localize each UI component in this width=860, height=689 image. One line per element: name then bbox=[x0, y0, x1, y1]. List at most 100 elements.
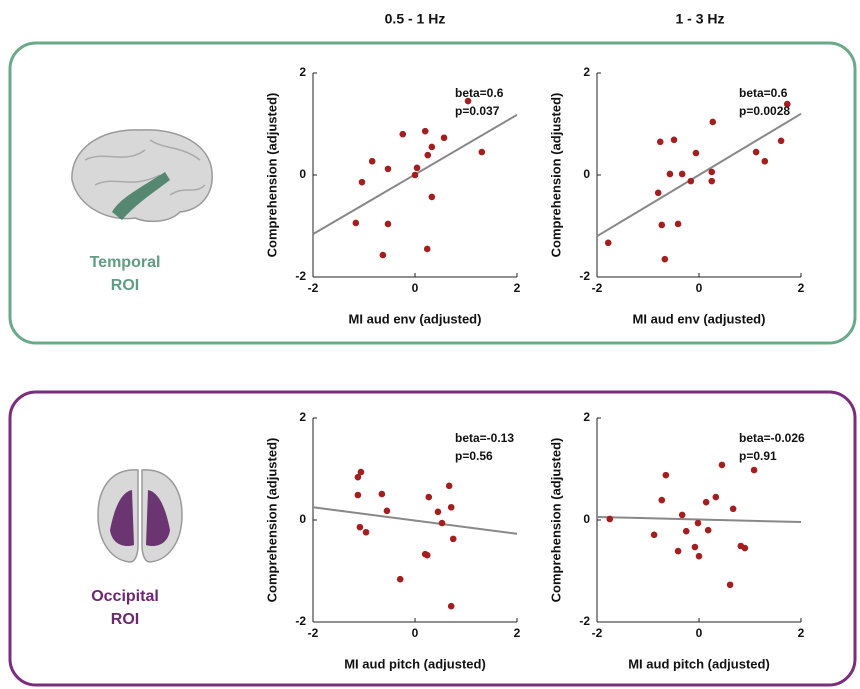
data-point bbox=[352, 219, 360, 227]
data-point bbox=[379, 251, 387, 259]
x-axis-label: MI aud pitch (adjusted) bbox=[628, 656, 770, 671]
data-point bbox=[654, 189, 662, 197]
data-point bbox=[695, 552, 703, 560]
y-axis-label: Comprehension (adjusted) bbox=[548, 438, 563, 603]
data-point bbox=[650, 531, 658, 539]
data-point bbox=[729, 505, 737, 513]
data-point bbox=[662, 471, 670, 479]
fit-line bbox=[596, 112, 802, 238]
data-point bbox=[384, 165, 392, 173]
roi-label: Occipital bbox=[91, 588, 159, 605]
data-point bbox=[421, 550, 429, 558]
occipital-panel bbox=[8, 390, 857, 687]
data-point bbox=[704, 526, 712, 534]
y-tick-label: -2 bbox=[579, 269, 590, 283]
x-tick-label: 2 bbox=[798, 626, 805, 640]
annotation: p=0.037 bbox=[455, 104, 500, 118]
roi-label: Temporal bbox=[90, 254, 161, 271]
y-tick-label: -2 bbox=[295, 614, 306, 628]
occipital-brain bbox=[97, 469, 183, 563]
data-point bbox=[656, 138, 664, 146]
x-tick-label: -2 bbox=[592, 626, 603, 640]
data-point bbox=[712, 493, 720, 501]
data-point bbox=[709, 118, 717, 126]
data-point bbox=[783, 100, 791, 108]
data-point bbox=[424, 151, 432, 159]
data-point bbox=[661, 255, 669, 263]
data-point bbox=[445, 482, 453, 490]
data-point bbox=[478, 148, 486, 156]
y-tick-label: -2 bbox=[295, 269, 306, 283]
data-point bbox=[777, 137, 785, 145]
fit-line bbox=[596, 515, 802, 524]
x-tick-label: 2 bbox=[514, 626, 521, 640]
data-point bbox=[447, 602, 455, 610]
data-point bbox=[425, 493, 433, 501]
column-header: 0.5 - 1 Hz bbox=[385, 11, 446, 27]
data-point bbox=[396, 575, 404, 583]
y-axis-label: Comprehension (adjusted) bbox=[264, 438, 279, 603]
data-point bbox=[761, 157, 769, 165]
data-point bbox=[674, 220, 682, 228]
data-point bbox=[384, 220, 392, 228]
data-point bbox=[428, 143, 436, 151]
x-tick-label: 2 bbox=[514, 281, 521, 295]
y-tick-label: 2 bbox=[583, 410, 590, 424]
x-tick-label: 2 bbox=[798, 281, 805, 295]
data-point bbox=[438, 519, 446, 527]
data-point bbox=[692, 149, 700, 157]
data-point bbox=[750, 466, 758, 474]
data-point bbox=[726, 581, 734, 589]
y-axis-label: Comprehension (adjusted) bbox=[264, 93, 279, 258]
y-tick-label: 0 bbox=[299, 167, 306, 181]
data-point bbox=[741, 544, 749, 552]
data-point bbox=[449, 535, 457, 543]
x-tick-label: 0 bbox=[412, 281, 419, 295]
data-point bbox=[658, 496, 666, 504]
data-point bbox=[421, 127, 429, 135]
data-point bbox=[752, 148, 760, 156]
data-point bbox=[356, 523, 364, 531]
data-point bbox=[357, 468, 365, 476]
x-tick-label: -2 bbox=[592, 281, 603, 295]
annotation: beta=-0.026 bbox=[739, 431, 805, 445]
data-point bbox=[702, 498, 710, 506]
data-point bbox=[354, 491, 362, 499]
data-point bbox=[413, 164, 421, 172]
x-axis-label: MI aud env (adjusted) bbox=[633, 311, 766, 326]
data-point bbox=[368, 157, 376, 165]
data-point bbox=[691, 543, 699, 551]
data-point bbox=[687, 177, 695, 185]
y-tick-label: 2 bbox=[299, 65, 306, 79]
data-point bbox=[447, 503, 455, 511]
x-axis-label: MI aud pitch (adjusted) bbox=[344, 656, 486, 671]
data-point bbox=[718, 461, 726, 469]
data-point bbox=[694, 519, 702, 527]
data-point bbox=[423, 245, 431, 253]
data-point bbox=[708, 168, 716, 176]
data-point bbox=[674, 547, 682, 555]
roi-label: ROI bbox=[111, 611, 139, 628]
annotation: p=0.91 bbox=[739, 449, 777, 463]
y-tick-label: 0 bbox=[583, 167, 590, 181]
column-header: 1 - 3 Hz bbox=[675, 11, 724, 27]
y-tick-label: 0 bbox=[583, 512, 590, 526]
data-point bbox=[682, 527, 690, 535]
roi-label: ROI bbox=[111, 277, 139, 294]
data-point bbox=[411, 171, 419, 179]
data-point bbox=[399, 130, 407, 138]
data-point bbox=[358, 178, 366, 186]
annotation: p=0.0028 bbox=[739, 104, 790, 118]
annotation: beta=0.6 bbox=[739, 86, 788, 100]
y-axis-label: Comprehension (adjusted) bbox=[548, 93, 563, 258]
data-point bbox=[428, 193, 436, 201]
annotation: beta=0.6 bbox=[455, 86, 504, 100]
temporal-brain bbox=[71, 129, 213, 223]
data-point bbox=[604, 239, 612, 247]
x-tick-label: 0 bbox=[412, 626, 419, 640]
x-tick-label: -2 bbox=[308, 626, 319, 640]
y-tick-label: -2 bbox=[579, 614, 590, 628]
data-point bbox=[362, 528, 370, 536]
data-point bbox=[678, 511, 686, 519]
x-axis-label: MI aud env (adjusted) bbox=[349, 311, 482, 326]
